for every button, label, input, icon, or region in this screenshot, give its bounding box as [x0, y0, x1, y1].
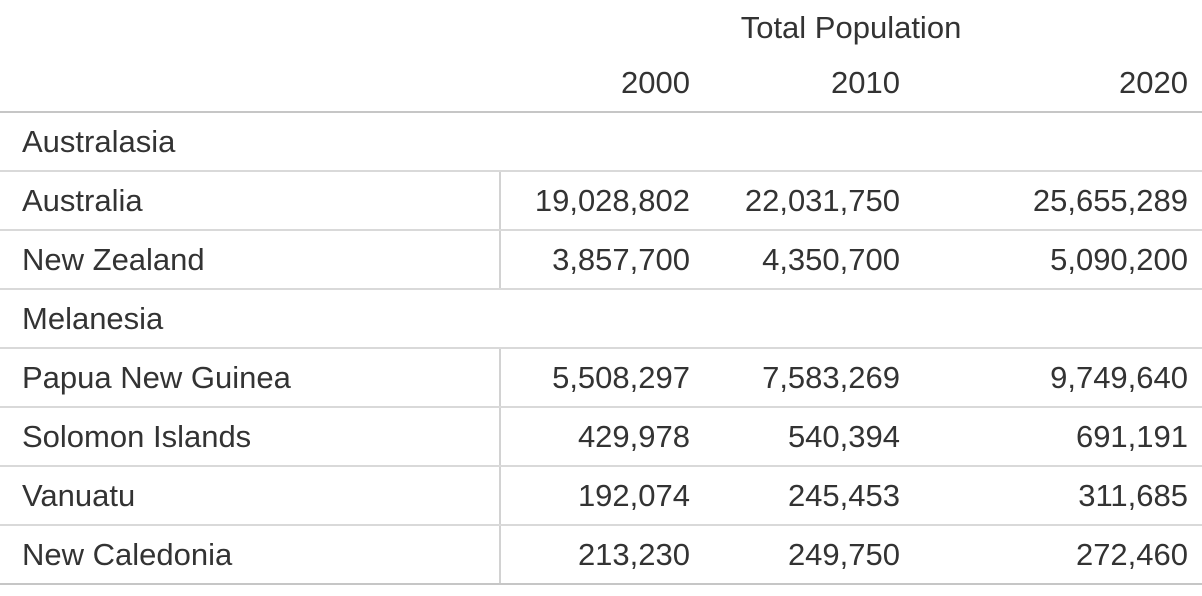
value-cell-2020: 25,655,289 — [914, 171, 1202, 231]
value-cell-2010: 7,583,269 — [704, 348, 914, 408]
value-cell-2000: 19,028,802 — [499, 171, 704, 231]
group-label: Melanesia — [0, 289, 1202, 349]
value-cell-2000: 192,074 — [499, 466, 704, 526]
table-row-vanuatu: Vanuatu 192,074 245,453 311,685 — [0, 466, 1202, 526]
country-cell: Solomon Islands — [0, 407, 500, 467]
table-title-row: Total Population — [0, 0, 1202, 55]
year-column-header-2000: 2000 — [500, 55, 704, 113]
value-cell-2020: 691,191 — [914, 407, 1202, 467]
table-row-papua-new-guinea: Papua New Guinea 5,508,297 7,583,269 9,7… — [0, 348, 1202, 408]
table-row-new-zealand: New Zealand 3,857,700 4,350,700 5,090,20… — [0, 230, 1202, 290]
value-cell-2020: 272,460 — [914, 525, 1202, 585]
value-cell-2020: 311,685 — [914, 466, 1202, 526]
spacer-cell — [0, 0, 500, 55]
value-cell-2010: 249,750 — [704, 525, 914, 585]
year-header-row: 2000 2010 2020 — [0, 55, 1202, 113]
value-cell-2000: 213,230 — [499, 525, 704, 585]
value-cell-2010: 540,394 — [704, 407, 914, 467]
value-cell-2010: 245,453 — [704, 466, 914, 526]
group-label: Australasia — [0, 112, 1202, 172]
country-cell: New Caledonia — [0, 525, 500, 585]
value-cell-2000: 429,978 — [499, 407, 704, 467]
group-row-melanesia: Melanesia — [0, 289, 1202, 349]
year-column-header-2020: 2020 — [914, 55, 1202, 113]
value-cell-2010: 22,031,750 — [704, 171, 914, 231]
value-cell-2000: 3,857,700 — [499, 230, 704, 290]
spacer-cell — [0, 55, 500, 113]
value-cell-2020: 9,749,640 — [914, 348, 1202, 408]
group-row-australasia: Australasia — [0, 112, 1202, 172]
table-title: Total Population — [740, 9, 962, 45]
country-cell: Australia — [0, 171, 500, 231]
value-cell-2020: 5,090,200 — [914, 230, 1202, 290]
country-cell: Vanuatu — [0, 466, 500, 526]
year-column-header-2010: 2010 — [704, 55, 914, 113]
country-cell: New Zealand — [0, 230, 500, 290]
value-cell-2000: 5,508,297 — [499, 348, 704, 408]
table-row-solomon-islands: Solomon Islands 429,978 540,394 691,191 — [0, 407, 1202, 467]
country-cell: Papua New Guinea — [0, 348, 500, 408]
table-row-australia: Australia 19,028,802 22,031,750 25,655,2… — [0, 171, 1202, 231]
value-cell-2010: 4,350,700 — [704, 230, 914, 290]
table-row-new-caledonia: New Caledonia 213,230 249,750 272,460 — [0, 525, 1202, 585]
